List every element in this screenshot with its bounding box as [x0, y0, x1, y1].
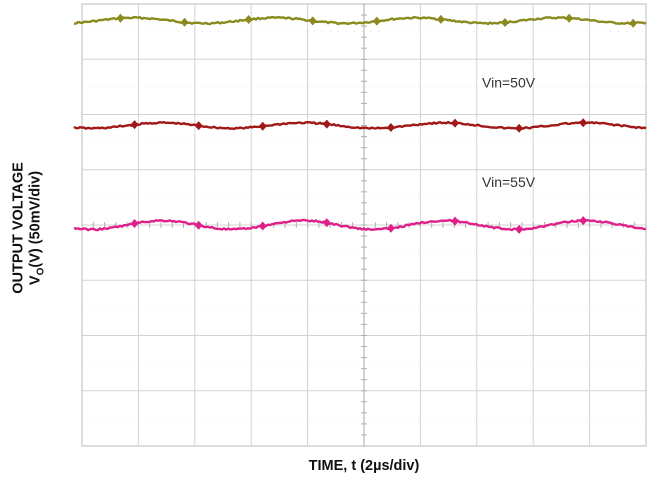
switching-spike: [322, 218, 331, 228]
switching-spike: [308, 16, 317, 26]
trace-vin-50v: [73, 120, 647, 131]
trace-label: Vin=55V: [482, 174, 536, 190]
switching-spike: [386, 123, 395, 133]
switching-spike: [244, 15, 253, 25]
traces: [73, 13, 647, 234]
switching-spike: [258, 121, 267, 131]
switching-spike: [501, 17, 510, 27]
trace-label: Vin=50V: [482, 75, 536, 91]
switching-spike: [180, 17, 189, 27]
switching-spike: [130, 219, 139, 229]
switching-spike: [629, 18, 638, 28]
switching-spike: [451, 216, 460, 226]
y-axis-label: OUTPUT VOLTAGE VO(V) (50mV/div): [0, 0, 60, 450]
switching-spike: [386, 223, 395, 233]
switching-spike: [515, 123, 524, 133]
switching-spike: [130, 120, 139, 130]
switching-spike: [579, 118, 588, 128]
switching-spike: [194, 121, 203, 131]
switching-spike: [451, 118, 460, 128]
switching-spike: [194, 220, 203, 230]
switching-spike: [322, 119, 331, 129]
trace-vin-55v: [73, 218, 647, 232]
switching-spike: [515, 224, 524, 234]
switching-spike: [258, 221, 267, 231]
switching-spike: [565, 13, 574, 23]
y-axis-label-line2: VO(V) (50mV/div): [27, 170, 47, 286]
x-axis-label: TIME, t (2µs/div): [308, 458, 420, 474]
switching-spike: [436, 14, 445, 24]
switching-spike: [579, 216, 588, 226]
y-axis-label-line1: OUTPUT VOLTAGE: [10, 162, 27, 294]
switching-spike: [372, 16, 381, 26]
trace-vin-38v: [73, 15, 647, 26]
grid: [81, 3, 647, 447]
switching-spike: [116, 13, 125, 23]
